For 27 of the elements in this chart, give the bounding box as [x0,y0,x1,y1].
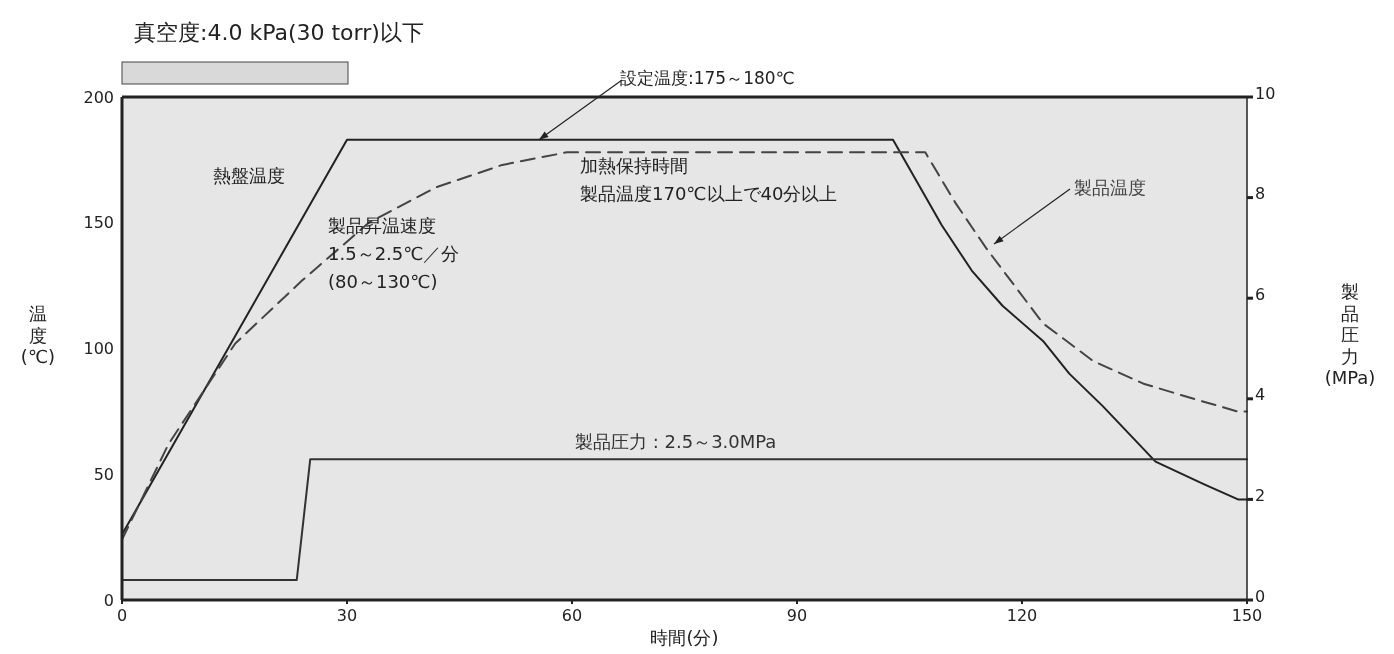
x-axis-title: 時間(分) [650,627,719,648]
annotation: 設定温度:175～180℃ [620,68,795,88]
series-label: 熱盤温度 [213,165,285,186]
annotation: 加熱保持時間製品温度170℃以上で40分以上 [580,155,838,204]
y2-tick-label: 8 [1255,184,1266,204]
y2-tick-label: 2 [1255,486,1266,506]
text: 製品温度 [1074,177,1146,198]
x-tick-label: 120 [1006,606,1038,626]
y-tick-label: 0 [103,590,114,610]
y-axis-title: 温度 (℃) [20,303,56,368]
y2-tick-label: 10 [1255,83,1276,103]
chart-title: 真空度:4.0 kPa(30 torr)以下 [134,20,424,45]
x-tick-label: 150 [1231,606,1263,626]
y-tick-label: 150 [83,213,114,233]
y-tick-label: 100 [83,339,114,359]
y2-axis-title: 製品圧力 (MPa) [1324,281,1376,389]
x-tick-label: 0 [116,606,128,626]
y2-tick-label: 6 [1255,284,1266,304]
y-tick-label: 200 [83,87,114,107]
series-label: 製品圧力 : 2.5～3.0MPa [575,431,777,452]
y2-tick-label: 4 [1255,385,1266,405]
y-tick-label: 50 [93,464,114,484]
annotation: 製品昇温速度 1.5～2.5℃／分 (80～130℃) [328,215,460,292]
x-tick-label: 30 [336,606,358,626]
x-tick-label: 90 [786,606,808,626]
y2-tick-label: 0 [1255,586,1266,606]
x-tick-label: 60 [561,606,583,626]
